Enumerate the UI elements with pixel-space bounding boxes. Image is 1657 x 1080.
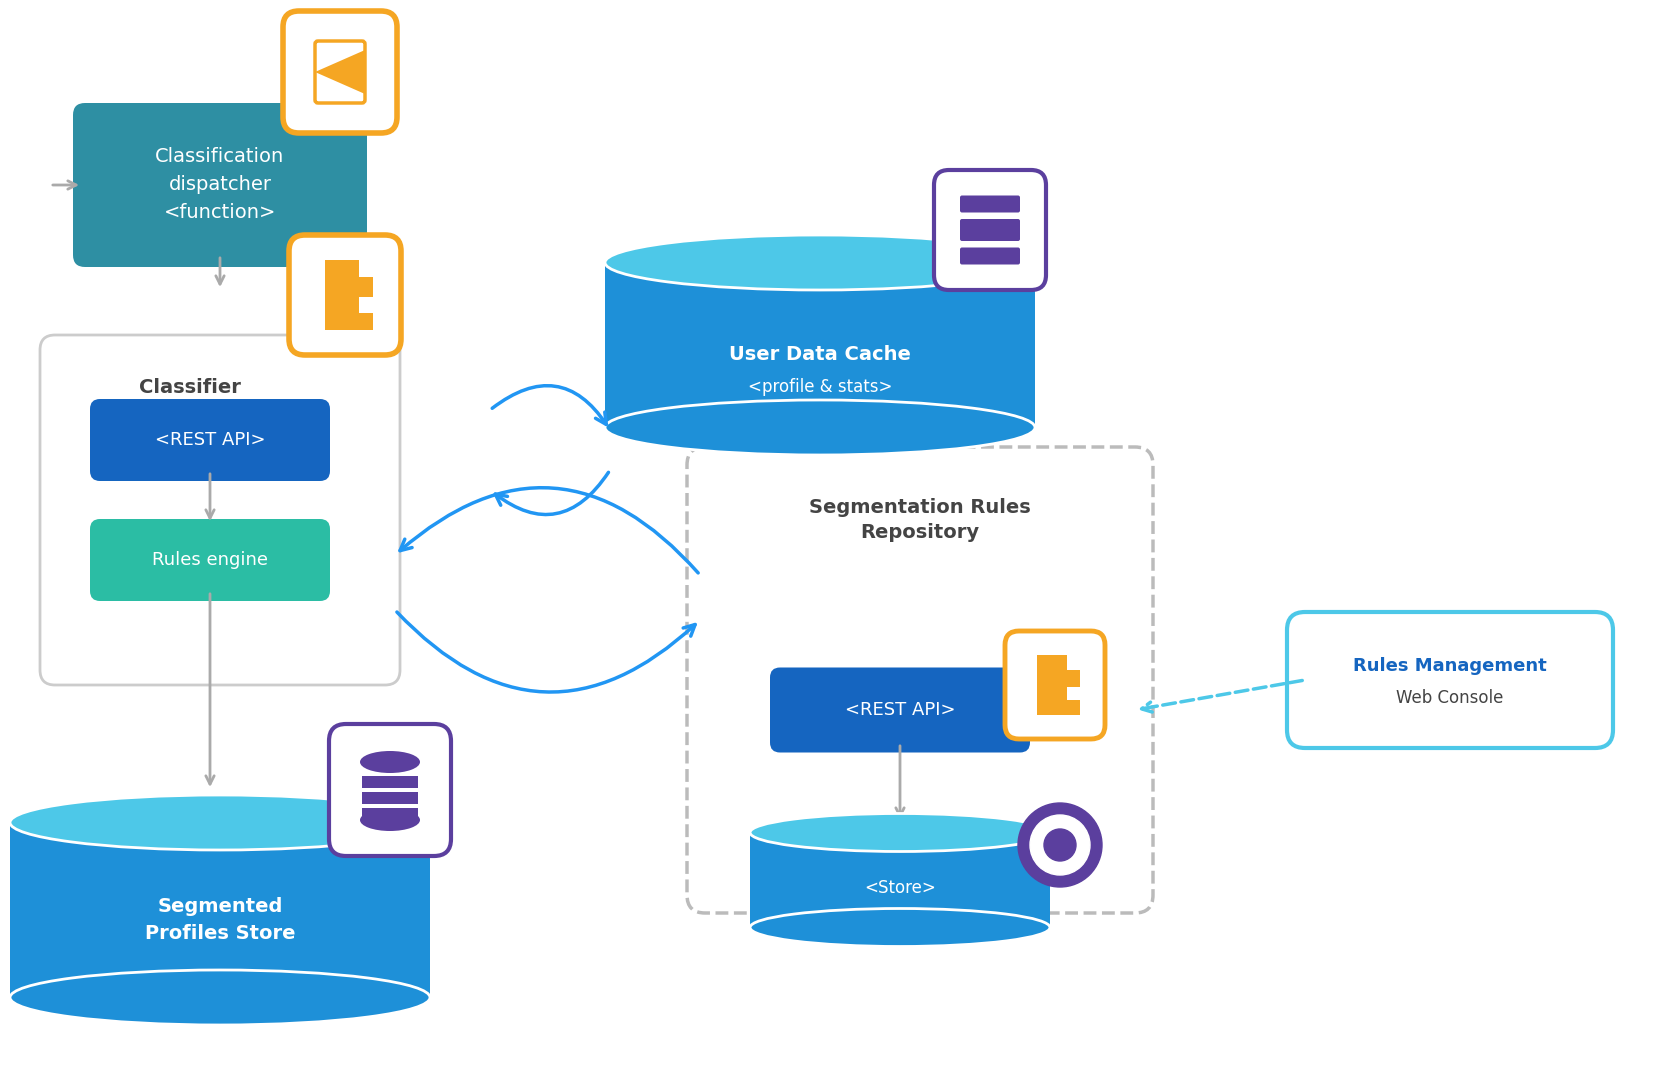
FancyBboxPatch shape xyxy=(959,195,1019,213)
Ellipse shape xyxy=(605,400,1034,455)
Text: Rules engine: Rules engine xyxy=(152,551,268,569)
Ellipse shape xyxy=(360,751,419,773)
FancyBboxPatch shape xyxy=(288,235,401,355)
Text: User Data Cache: User Data Cache xyxy=(729,346,910,365)
Ellipse shape xyxy=(360,809,419,831)
Text: Classification
dispatcher
<function>: Classification dispatcher <function> xyxy=(156,148,285,222)
Circle shape xyxy=(1044,829,1075,861)
Polygon shape xyxy=(315,50,365,94)
Text: Segmented
Profiles Store: Segmented Profiles Store xyxy=(144,897,295,943)
Text: Classifier: Classifier xyxy=(139,378,240,397)
Text: Rules Management: Rules Management xyxy=(1352,657,1546,675)
Text: <Store>: <Store> xyxy=(863,879,935,897)
FancyBboxPatch shape xyxy=(959,247,1019,265)
Polygon shape xyxy=(1036,654,1079,715)
FancyBboxPatch shape xyxy=(89,519,330,600)
Bar xyxy=(605,262,1034,428)
Text: Web Console: Web Console xyxy=(1395,689,1503,707)
Text: <profile & stats>: <profile & stats> xyxy=(747,378,891,396)
FancyBboxPatch shape xyxy=(283,11,396,133)
FancyBboxPatch shape xyxy=(89,399,330,481)
Bar xyxy=(361,777,418,788)
FancyBboxPatch shape xyxy=(1286,612,1612,748)
Bar xyxy=(361,808,418,820)
Ellipse shape xyxy=(10,970,429,1025)
FancyBboxPatch shape xyxy=(959,219,1019,241)
Bar xyxy=(10,823,429,998)
Text: <REST API>: <REST API> xyxy=(843,701,954,719)
FancyBboxPatch shape xyxy=(933,170,1046,291)
FancyBboxPatch shape xyxy=(328,724,451,856)
Polygon shape xyxy=(325,260,373,330)
FancyBboxPatch shape xyxy=(40,335,399,685)
Text: Segmentation Rules
Repository: Segmentation Rules Repository xyxy=(809,498,1031,542)
Text: <REST API>: <REST API> xyxy=(154,431,265,449)
Ellipse shape xyxy=(605,235,1034,291)
Ellipse shape xyxy=(749,813,1049,851)
Circle shape xyxy=(1017,804,1102,887)
Bar xyxy=(749,833,1049,928)
FancyBboxPatch shape xyxy=(1004,631,1104,739)
Ellipse shape xyxy=(10,795,429,850)
Ellipse shape xyxy=(749,908,1049,946)
Bar xyxy=(361,792,418,804)
FancyBboxPatch shape xyxy=(769,667,1029,753)
FancyBboxPatch shape xyxy=(73,103,366,267)
Circle shape xyxy=(1029,815,1089,875)
